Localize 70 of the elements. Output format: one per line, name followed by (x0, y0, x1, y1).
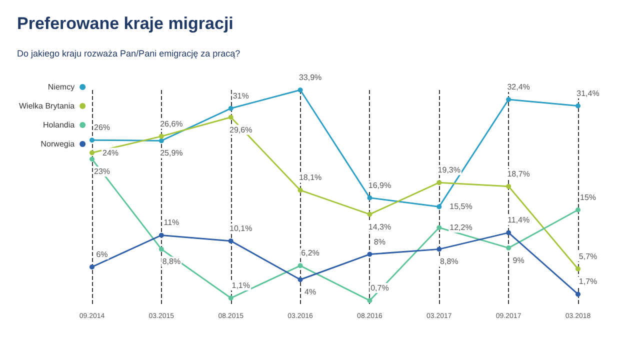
point (506, 245, 512, 250)
point (576, 292, 580, 297)
point (576, 207, 580, 212)
point (436, 204, 442, 210)
point (506, 230, 512, 236)
point (298, 188, 303, 193)
data-label: 23% (94, 167, 110, 176)
data-label: 31,4% (576, 88, 600, 98)
data-label: 15% (580, 192, 596, 202)
data-label: 29,6% (230, 125, 252, 134)
point (367, 298, 372, 304)
data-label: 18,1% (298, 173, 322, 182)
chart-subtitle: Do jakiego kraju rozważa Pan/Pani emigrację za pracą? (17, 48, 240, 58)
point (436, 246, 442, 252)
point (158, 246, 164, 252)
point (228, 106, 234, 111)
data-label: 24% (102, 148, 119, 158)
legend-label: Niemcy (48, 82, 75, 92)
legend-label: Norwegia (40, 140, 76, 148)
chart-title: Preferowane kraje migracji (17, 14, 234, 33)
point (367, 212, 372, 217)
legend-label: Wielka Brytania (18, 102, 76, 110)
data-label: 14,3% (368, 222, 392, 232)
data-label: 1,7% (578, 277, 598, 286)
data-label: 6% (96, 250, 108, 259)
data-label: 6,2% (301, 248, 320, 258)
point (158, 138, 164, 144)
data-label: 19,3% (438, 166, 460, 175)
data-label: 8,8% (162, 257, 181, 266)
point (576, 266, 580, 272)
point (228, 296, 234, 301)
point (506, 184, 512, 189)
data-label: 12,2% (450, 223, 472, 232)
data-label: 31% (232, 91, 249, 100)
data-label: 9% (512, 256, 524, 265)
legend-label: Holandia (42, 120, 76, 130)
point (298, 263, 303, 268)
data-label: 8% (374, 237, 386, 246)
data-label: 16,9% (368, 180, 392, 190)
data-label: 1,1% (232, 281, 250, 290)
point (506, 97, 512, 102)
point (436, 225, 442, 230)
point (158, 134, 164, 139)
data-label: 11% (164, 218, 180, 228)
data-label: 33,9% (298, 73, 322, 82)
point (298, 88, 303, 92)
data-label: 18,7% (507, 169, 530, 178)
point (158, 232, 164, 238)
data-label: 0,7% (370, 284, 389, 293)
data-label: 8,8% (440, 257, 458, 266)
data-label: 26,6% (160, 119, 183, 128)
data-label: 4% (304, 288, 316, 297)
point (436, 180, 442, 186)
data-label: 32,4% (507, 82, 530, 92)
data-label: 25,9% (160, 148, 183, 158)
point (298, 277, 303, 282)
data-label: 10,1% (230, 224, 252, 233)
data-label: 15,5% (450, 202, 472, 212)
point (576, 103, 580, 108)
point (367, 195, 372, 200)
data-label: 26% (94, 123, 110, 132)
point (90, 138, 94, 143)
data-label: 5,7% (578, 252, 598, 261)
point (90, 150, 94, 156)
data-label: 11,4% (508, 216, 530, 225)
point (367, 252, 372, 257)
point (228, 238, 234, 244)
point (90, 264, 94, 270)
point (228, 114, 234, 120)
point (90, 156, 94, 162)
